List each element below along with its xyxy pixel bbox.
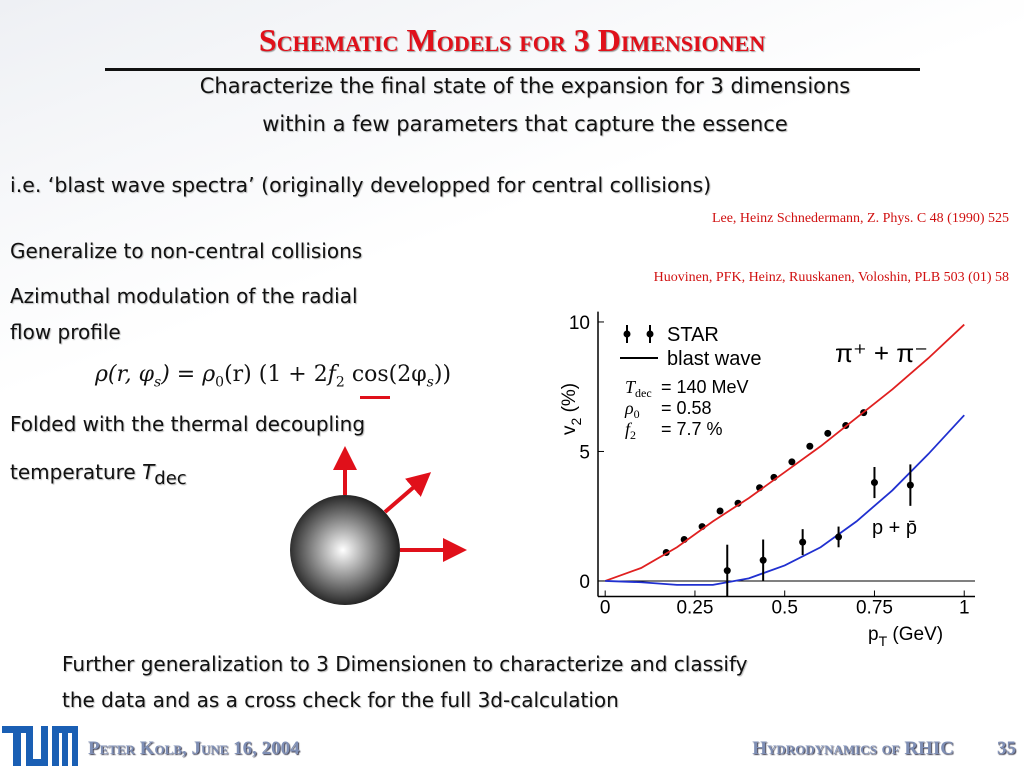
title-rule — [105, 68, 920, 71]
data-point — [716, 507, 724, 515]
parameter: f2 = 7.7 % — [625, 419, 723, 442]
annotation: π⁺ + π⁻ — [835, 338, 928, 368]
conclusion-line: the data and as a cross check for the fu… — [62, 688, 619, 712]
formula-part: s — [154, 374, 162, 391]
formula-part: )) — [433, 362, 452, 387]
data-point — [870, 479, 878, 487]
fireball — [290, 495, 400, 605]
bullet: Azimuthal modulation of the radial — [10, 284, 358, 308]
x-tick-label: 0.25 — [676, 598, 713, 619]
label-part: T — [879, 633, 888, 649]
parameter-value: = 0.58 — [661, 398, 712, 418]
bullet: Generalize to non-central collisions — [10, 239, 363, 263]
x-tick-label: 0.5 — [771, 598, 797, 619]
title: Schematic Models for 3 Dimensionen — [258, 22, 766, 58]
data-point — [734, 499, 742, 507]
data-point — [759, 556, 767, 564]
tum-logo — [2, 726, 78, 766]
formula-part: (r) (1 + 2 — [224, 362, 328, 387]
highlight-underline — [360, 396, 390, 399]
bullet-text: temperature — [10, 460, 143, 484]
label-part: v — [559, 425, 580, 435]
formula-part: 2 — [335, 374, 345, 391]
annotation: p + p̄ — [872, 517, 917, 539]
bullet: Folded with the thermal decoupling — [10, 412, 366, 436]
formula-part: ) = ρ — [161, 362, 216, 387]
legend-swatch — [623, 330, 631, 338]
parameter-symbol: f — [625, 419, 633, 439]
formula-part: cos(2φ — [344, 362, 427, 387]
label-part: 2 — [568, 418, 584, 426]
symbol: T — [142, 460, 155, 484]
y-tick-label: 5 — [579, 442, 590, 463]
footer-author: Peter Kolb, June 16, 2004 — [88, 738, 300, 759]
label-part: (%) — [559, 383, 580, 418]
legend-label: blast wave — [667, 348, 762, 370]
parameter-symbol: T — [625, 377, 637, 397]
parameter: ρ0 = 0.58 — [624, 398, 712, 421]
x-tick-label: 0.75 — [856, 598, 893, 619]
x-tick-label: 0 — [600, 598, 611, 619]
data-point — [806, 442, 814, 450]
data-point — [824, 429, 832, 437]
data-point — [723, 567, 731, 575]
parameter-sub: 2 — [630, 428, 636, 442]
parameter-value: = 140 MeV — [661, 377, 749, 397]
y-axis-label: v2 (%) — [559, 383, 584, 435]
intro-line: Characterize the final state of the expa… — [199, 74, 851, 98]
text-line: i.e. ‘blast wave spectra’ (originally de… — [10, 173, 712, 197]
flow-arrow — [383, 472, 432, 514]
intro-line: within a few parameters that capture the… — [262, 112, 788, 136]
footer-page: 35 — [997, 738, 1016, 759]
formula-part: 0 — [215, 374, 225, 391]
legend-label: STAR — [667, 324, 719, 346]
parameter-value: = 7.7 % — [661, 419, 723, 439]
data-point — [788, 458, 796, 466]
parameter-sub: dec — [635, 386, 652, 400]
label-part: (GeV) — [887, 624, 943, 645]
formula-part: ρ(r, φ — [95, 362, 155, 387]
data-point — [906, 481, 914, 489]
x-axis-label: pT (GeV) — [868, 624, 943, 649]
parameter: Tdec = 140 MeV — [625, 377, 749, 400]
formula: ρ(r, φs) = ρ0(r) (1 + 2f2 cos(2φs)) — [95, 362, 451, 390]
formula-part: s — [426, 374, 434, 391]
y-tick-label: 0 — [579, 572, 590, 593]
y-tick-label: 10 — [569, 313, 590, 334]
reference: Lee, Heinz Schnedermann, Z. Phys. C 48 (… — [711, 211, 1009, 226]
label-part: p — [868, 624, 879, 645]
parameter-symbol: ρ — [624, 398, 634, 418]
curve — [604, 323, 965, 582]
parameter-sub: 0 — [634, 407, 640, 421]
bullet: flow profile — [10, 320, 121, 344]
bullet: temperature Tdec — [10, 460, 187, 489]
reference: Huovinen, PFK, Heinz, Ruuskanen, Voloshi… — [653, 270, 1009, 285]
data-point — [799, 538, 807, 546]
curve — [605, 414, 965, 586]
formula-part: f — [327, 362, 336, 387]
subscript: dec — [154, 468, 187, 489]
legend-swatch — [646, 330, 654, 338]
x-tick-label: 1 — [959, 598, 970, 619]
footer-topic: Hydrodynamics of RHIC — [752, 738, 954, 759]
data-point — [835, 533, 843, 541]
conclusion-line: Further generalization to 3 Dimensionen … — [62, 652, 748, 676]
